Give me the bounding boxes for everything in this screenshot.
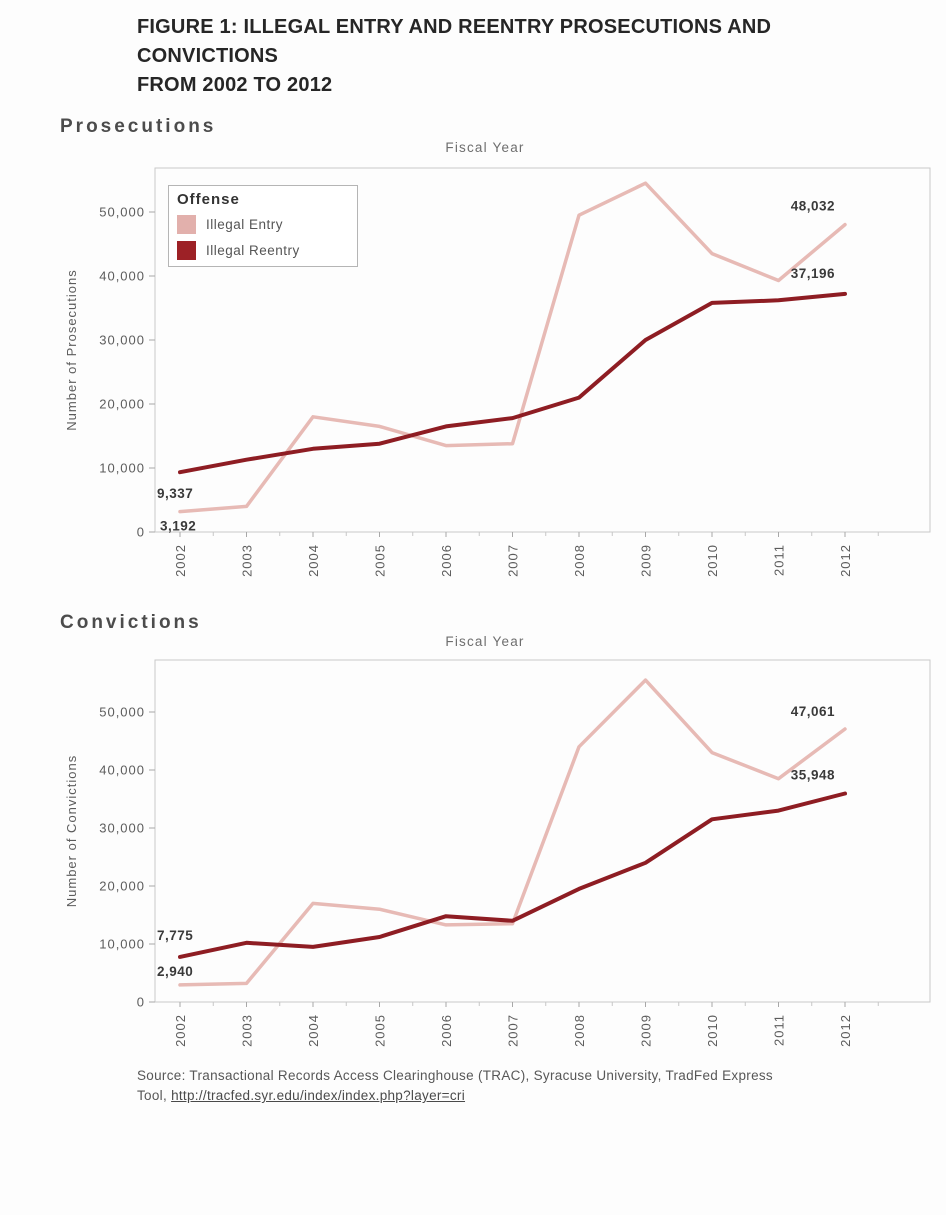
x-tick-label: 2004 xyxy=(306,1014,321,1047)
y-tick-label: 10,000 xyxy=(99,461,145,476)
figure-title: FIGURE 1: ILLEGAL ENTRY AND REENTRY PROS… xyxy=(137,13,907,100)
x-tick-label: 2002 xyxy=(173,544,188,577)
y-tick-label: 20,000 xyxy=(99,397,145,412)
prosecutions-fiscal-year-label: Fiscal Year xyxy=(445,140,525,155)
source-line2-prefix: Tool, xyxy=(137,1088,172,1103)
x-tick-label: 2007 xyxy=(506,1014,521,1047)
x-tick-label: 2007 xyxy=(506,544,521,577)
convictions-heading: Convictions xyxy=(60,612,202,633)
illegal-reentry-line xyxy=(178,791,847,959)
y-tick-label: 30,000 xyxy=(99,333,145,348)
convictions-plot: 0 10,000 20,000 30,000 40,000 50,000 2002 2003 2… xyxy=(60,652,946,1066)
source-link[interactable]: http://tracfed.syr.edu/index/index.php?l… xyxy=(171,1088,466,1103)
x-tick-label: 2010 xyxy=(705,544,720,577)
x-tick-label: 2004 xyxy=(306,544,321,577)
x-tick-label: 2002 xyxy=(173,1014,188,1047)
value-annotation: 35,948 xyxy=(791,768,835,783)
value-annotation: 37,196 xyxy=(791,266,835,281)
illegal-reentry-swatch-icon xyxy=(177,241,196,260)
x-tick-label: 2009 xyxy=(639,544,654,577)
y-tick-label: 50,000 xyxy=(99,705,145,720)
x-tick-label: 2008 xyxy=(572,1014,587,1047)
source-note: Source: Transactional Records Access Cle… xyxy=(137,1066,927,1106)
value-annotation: 2,940 xyxy=(157,964,193,979)
x-tick-label: 2012 xyxy=(838,1014,853,1047)
plot-border xyxy=(154,167,931,533)
value-annotation: 9,337 xyxy=(157,486,193,501)
convictions-fiscal-year-label: Fiscal Year xyxy=(445,634,525,649)
figure-title-line1: FIGURE 1: ILLEGAL ENTRY AND REENTRY PROS… xyxy=(137,16,772,67)
value-annotation: 48,032 xyxy=(791,199,835,214)
y-tick-label: 0 xyxy=(137,995,145,1010)
offense-legend: Offense Illegal Entry Illegal Reentry xyxy=(168,185,358,267)
legend-item-illegal-reentry: Illegal Reentry xyxy=(177,241,349,260)
figure-title-line2: FROM 2002 TO 2012 xyxy=(137,74,333,96)
source-line2: Tool, http://tracfed.syr.edu/index/index… xyxy=(137,1086,927,1106)
y-axis-title: Number of Prosecutions xyxy=(64,269,79,430)
x-tick-label: 2003 xyxy=(240,544,255,577)
source-line1: Source: Transactional Records Access Cle… xyxy=(137,1068,773,1083)
x-tick-label: 2010 xyxy=(705,1014,720,1047)
x-tick-label: 2005 xyxy=(373,1014,388,1047)
illegal-entry-swatch-icon xyxy=(177,215,196,234)
prosecutions-chart-svg: 0 10,000 20,000 30,000 40,000 50,000 2002 2003 2… xyxy=(64,167,931,577)
x-tick-label: 2003 xyxy=(240,1014,255,1047)
x-tick-label: 2008 xyxy=(572,544,587,577)
legend-item-label: Illegal Reentry xyxy=(206,243,300,258)
x-tick-label: 2009 xyxy=(639,1014,654,1047)
x-tick-label: 2011 xyxy=(772,544,787,576)
x-tick-label: 2011 xyxy=(772,1014,787,1046)
illegal-reentry-line xyxy=(178,291,847,475)
prosecutions-plot: 0 10,000 20,000 30,000 40,000 50,000 2002 2003 2… xyxy=(60,160,946,596)
y-tick-label: 40,000 xyxy=(99,763,145,778)
x-tick-label: 2006 xyxy=(439,544,454,577)
x-tick-label: 2006 xyxy=(439,1014,454,1047)
value-annotation: 7,775 xyxy=(157,928,193,943)
x-tick-label: 2005 xyxy=(373,544,388,577)
legend-title: Offense xyxy=(177,191,240,208)
legend-item-illegal-entry: Illegal Entry xyxy=(177,215,349,234)
legend-item-label: Illegal Entry xyxy=(206,217,284,232)
y-tick-label: 30,000 xyxy=(99,821,145,836)
convictions-chart-svg: 0 10,000 20,000 30,000 40,000 50,000 2002 2003 2… xyxy=(64,659,931,1047)
prosecutions-heading: Prosecutions xyxy=(60,116,217,137)
value-annotation: 3,192 xyxy=(160,519,196,534)
plot-border xyxy=(154,659,931,1003)
illegal-entry-line xyxy=(178,678,847,987)
value-annotation: 47,061 xyxy=(791,704,835,719)
y-tick-label: 20,000 xyxy=(99,879,145,894)
x-tick-label: 2012 xyxy=(838,544,853,577)
y-tick-label: 0 xyxy=(137,525,145,540)
y-tick-label: 50,000 xyxy=(99,205,145,220)
illegal-entry-line xyxy=(178,181,847,514)
y-axis-title: Number of Convictions xyxy=(64,755,79,908)
y-tick-label: 10,000 xyxy=(99,937,145,952)
y-tick-label: 40,000 xyxy=(99,269,145,284)
